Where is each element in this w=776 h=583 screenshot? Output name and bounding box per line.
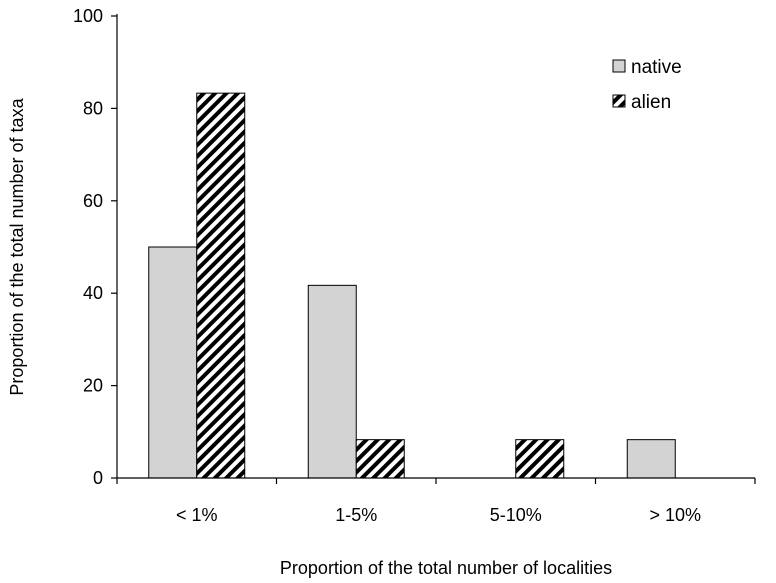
bar-native-0 xyxy=(148,246,198,479)
x-tick-label: 1-5% xyxy=(335,505,377,525)
bar-native-1 xyxy=(307,284,357,479)
y-axis-title: Proportion of the total number of taxa xyxy=(7,97,27,395)
y-tick-label: 100 xyxy=(73,6,103,26)
y-tick-label: 80 xyxy=(83,98,103,118)
y-tick-label: 0 xyxy=(93,468,103,488)
bar-alien-2 xyxy=(515,439,565,479)
y-tick-label: 40 xyxy=(83,283,103,303)
bar-alien-0 xyxy=(196,92,246,479)
legend: native alien xyxy=(612,57,682,113)
legend-label-native: native xyxy=(631,57,682,78)
bars-group xyxy=(148,92,676,479)
bar-native-3 xyxy=(626,439,676,479)
legend-label-alien: alien xyxy=(631,92,671,113)
x-tick-label: 5-10% xyxy=(490,505,542,525)
x-axis-title: Proportion of the total number of locali… xyxy=(280,558,612,578)
y-ticks-group: 0 20 40 60 80 100 xyxy=(73,6,117,488)
legend-swatch-alien xyxy=(612,94,626,108)
x-ticks-group: < 1% 1-5% 5-10% > 10% xyxy=(116,478,756,525)
bar-alien-1 xyxy=(355,439,405,479)
x-tick-label: < 1% xyxy=(176,505,218,525)
x-tick-label: > 10% xyxy=(649,505,701,525)
y-tick-label: 60 xyxy=(83,191,103,211)
y-tick-label: 20 xyxy=(83,376,103,396)
legend-swatch-native xyxy=(612,59,626,73)
